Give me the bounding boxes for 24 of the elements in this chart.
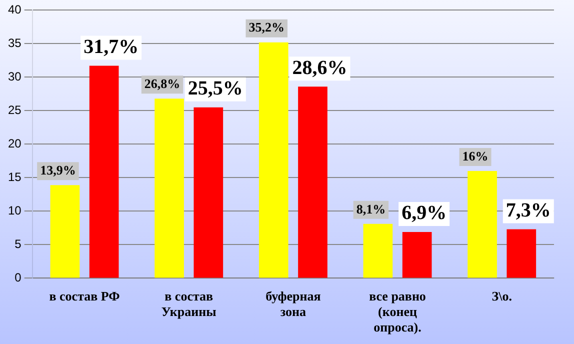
y-tick-label: 20 — [8, 136, 22, 151]
y-tick-label: 0 — [14, 270, 22, 285]
data-label: 7,3% — [506, 199, 551, 222]
y-tick-label: 5 — [14, 237, 22, 252]
y-tick-label: 25 — [8, 103, 22, 118]
y-tick-label: 40 — [8, 2, 22, 17]
x-tick-label: З\о. — [492, 288, 512, 304]
x-tick-label: в состав РФ — [49, 288, 120, 304]
y-tick-label: 30 — [8, 70, 22, 84]
data-label: 6,9% — [402, 202, 447, 224]
data-label: 25,5% — [188, 78, 243, 100]
x-tick-label: все равно (конец опроса). — [369, 288, 426, 335]
data-label: 26,8% — [144, 76, 180, 91]
y-tick-label: 35 — [8, 36, 22, 50]
y-tick-label: 15 — [8, 170, 22, 184]
data-label: 16% — [462, 148, 488, 164]
x-tick-label: в состав Украины — [161, 288, 216, 319]
data-label: 13,9% — [40, 162, 76, 178]
data-label: 31,7% — [84, 36, 139, 58]
data-label: 28,6% — [292, 56, 348, 79]
data-label: 35,2% — [248, 20, 284, 35]
y-tick-label: 10 — [8, 204, 22, 218]
x-tick-label: буферная зона — [266, 288, 321, 319]
data-label: 8,1% — [356, 201, 386, 216]
